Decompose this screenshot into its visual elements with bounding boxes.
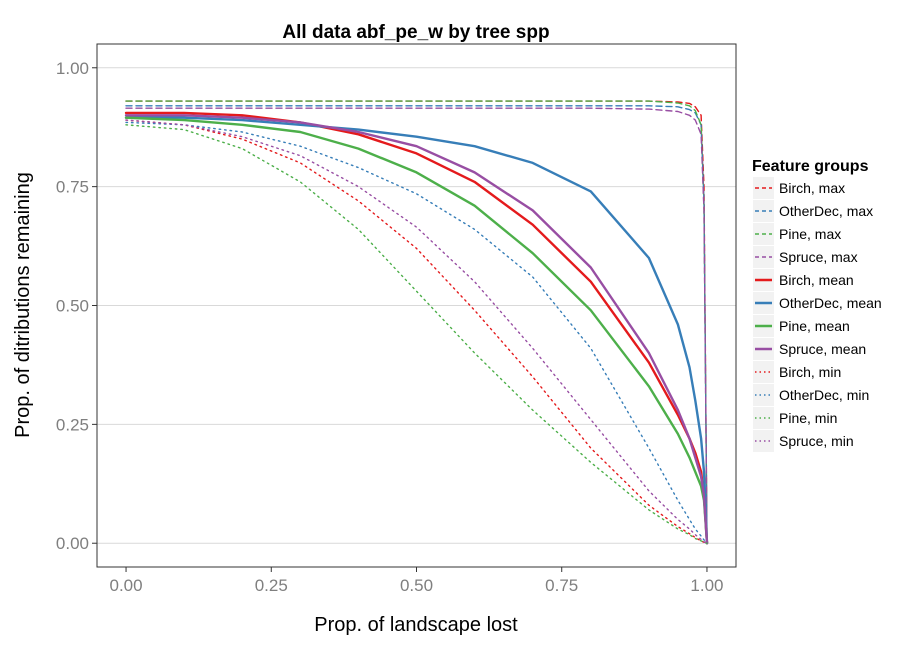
y-tick-label: 0.50 (56, 297, 89, 316)
legend-label: Pine, min (779, 410, 837, 426)
x-axis-ticks: 0.00 0.25 0.50 0.75 1.00 (109, 567, 724, 595)
series-line-otherdec-max (125, 105, 708, 544)
series-line-pine-max (125, 100, 708, 544)
legend-key-bg (753, 384, 774, 406)
legend-key-bg (753, 407, 774, 429)
legend-label: Spruce, max (779, 249, 858, 265)
y-tick-label: 0.25 (56, 415, 89, 434)
legend-item: OtherDec, min (753, 384, 869, 406)
legend-label: Birch, min (779, 364, 841, 380)
legend-item: Birch, max (753, 177, 845, 199)
x-axis-title: Prop. of landscape lost (314, 614, 518, 636)
x-tick-label: 0.00 (109, 576, 142, 595)
legend-label: Birch, mean (779, 272, 854, 288)
legend-label: Pine, max (779, 226, 841, 242)
legend-item: Spruce, min (753, 430, 854, 452)
legend-label: Birch, max (779, 180, 845, 196)
legend-item: Spruce, mean (753, 338, 866, 360)
series-line-spruce-mean (124, 114, 709, 545)
x-tick-label: 1.00 (690, 576, 723, 595)
legend-item: Birch, mean (753, 269, 854, 291)
legend-label: Spruce, min (779, 433, 854, 449)
series-line-otherdec-mean (124, 116, 709, 545)
legend-item: Pine, max (753, 223, 841, 245)
x-tick-label: 0.25 (255, 576, 288, 595)
y-axis-title: Prop. of ditributions remaining (12, 172, 34, 438)
legend-label: OtherDec, max (779, 203, 873, 219)
legend-item: Pine, min (753, 407, 837, 429)
legend-item: OtherDec, mean (753, 292, 882, 314)
legend-label: Pine, mean (779, 318, 850, 334)
y-tick-label: 0.00 (56, 534, 89, 553)
legend-item: Birch, min (753, 361, 841, 383)
legend-item: OtherDec, max (753, 200, 873, 222)
x-tick-label: 0.75 (545, 576, 578, 595)
legend-item: Spruce, max (753, 246, 858, 268)
series-line-birch-mean (124, 111, 709, 545)
series-line-spruce-max (125, 107, 708, 544)
legend-title: Feature groups (752, 158, 869, 175)
legend-key-bg (753, 430, 774, 452)
legend: Feature groups Birch, max OtherDec, max Pi… (752, 158, 882, 452)
legend-label: OtherDec, min (779, 387, 869, 403)
y-tick-label: 1.00 (56, 59, 89, 78)
series-lines (124, 100, 709, 545)
y-axis-ticks: 0.00 0.25 0.50 0.75 1.00 (56, 59, 97, 553)
series-line-pine-mean (124, 116, 709, 545)
chart-title: All data abf_pe_w by tree spp (282, 22, 549, 43)
legend-item: Pine, mean (753, 315, 850, 337)
series-line-pine-min (125, 124, 708, 544)
series-line-otherdec-min (125, 121, 708, 544)
series-line-spruce-min (125, 119, 708, 544)
legend-key-bg (753, 361, 774, 383)
legend-label: OtherDec, mean (779, 295, 882, 311)
x-tick-label: 0.50 (400, 576, 433, 595)
series-line-birch-min (125, 119, 708, 544)
legend-label: Spruce, mean (779, 341, 866, 357)
gridlines (97, 67, 736, 544)
y-tick-label: 0.75 (56, 178, 89, 197)
